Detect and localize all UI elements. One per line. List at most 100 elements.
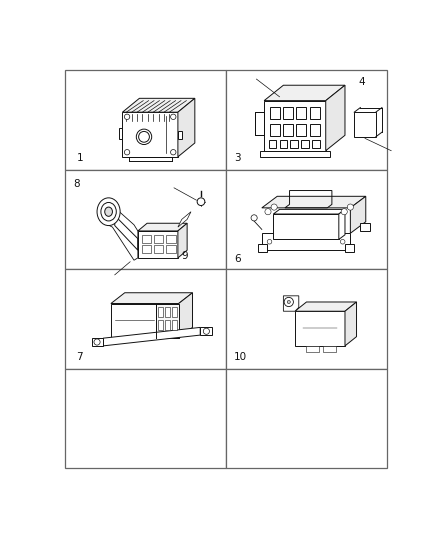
Polygon shape: [178, 223, 187, 258]
Polygon shape: [103, 327, 200, 346]
Text: 1: 1: [76, 152, 83, 163]
Bar: [258, 244, 267, 252]
Bar: [65, 70, 226, 169]
Bar: [142, 245, 151, 253]
Polygon shape: [200, 327, 212, 335]
Bar: [165, 320, 170, 330]
Polygon shape: [155, 303, 179, 338]
Circle shape: [94, 339, 100, 345]
Bar: [323, 346, 336, 352]
Bar: [158, 320, 163, 330]
Ellipse shape: [105, 207, 113, 216]
Text: 7: 7: [76, 352, 83, 362]
Polygon shape: [345, 302, 357, 346]
Polygon shape: [262, 233, 350, 250]
Text: 6: 6: [234, 254, 241, 264]
Bar: [178, 132, 182, 139]
Polygon shape: [273, 209, 345, 214]
Bar: [354, 112, 376, 137]
Bar: [226, 169, 387, 269]
Bar: [270, 124, 280, 136]
Polygon shape: [138, 231, 178, 258]
Circle shape: [271, 204, 277, 210]
Polygon shape: [178, 98, 195, 157]
Polygon shape: [264, 85, 345, 101]
Circle shape: [265, 208, 271, 215]
Bar: [154, 245, 163, 253]
Polygon shape: [123, 98, 195, 112]
Bar: [283, 107, 293, 119]
Polygon shape: [178, 212, 191, 227]
Polygon shape: [138, 223, 187, 231]
Bar: [165, 308, 170, 317]
Bar: [142, 235, 151, 243]
Bar: [226, 70, 387, 169]
Bar: [172, 308, 177, 317]
Bar: [297, 107, 307, 119]
Bar: [283, 124, 293, 136]
Polygon shape: [260, 151, 329, 157]
Circle shape: [347, 204, 353, 210]
Circle shape: [287, 301, 290, 303]
Polygon shape: [295, 302, 357, 311]
Bar: [166, 245, 176, 253]
Polygon shape: [115, 215, 138, 250]
Bar: [310, 107, 320, 119]
Bar: [158, 308, 163, 317]
Bar: [269, 140, 276, 148]
Polygon shape: [179, 293, 193, 338]
Bar: [65, 169, 226, 269]
Bar: [297, 124, 307, 136]
Circle shape: [267, 239, 272, 244]
Polygon shape: [92, 338, 103, 346]
Circle shape: [124, 114, 130, 119]
Ellipse shape: [97, 198, 120, 225]
Bar: [301, 140, 309, 148]
Bar: [255, 112, 264, 135]
Polygon shape: [111, 293, 193, 303]
Bar: [172, 320, 177, 330]
Bar: [119, 127, 123, 139]
Text: 10: 10: [234, 352, 247, 362]
Circle shape: [170, 114, 176, 119]
Polygon shape: [283, 296, 299, 311]
Circle shape: [124, 150, 130, 155]
Circle shape: [170, 150, 176, 155]
Bar: [307, 346, 319, 352]
Bar: [65, 269, 226, 369]
Bar: [310, 124, 320, 136]
Polygon shape: [339, 209, 345, 239]
Circle shape: [284, 297, 293, 306]
Bar: [345, 244, 354, 252]
Polygon shape: [255, 112, 264, 135]
Text: 9: 9: [181, 251, 187, 261]
Polygon shape: [273, 214, 339, 239]
Bar: [154, 235, 163, 243]
Polygon shape: [264, 101, 326, 151]
Text: 8: 8: [73, 179, 80, 189]
Bar: [290, 140, 298, 148]
Polygon shape: [111, 303, 179, 338]
Polygon shape: [295, 311, 345, 346]
Circle shape: [340, 239, 345, 244]
Ellipse shape: [101, 203, 117, 221]
Bar: [312, 140, 320, 148]
Bar: [270, 107, 280, 119]
Text: 4: 4: [358, 77, 364, 87]
Bar: [279, 140, 287, 148]
Circle shape: [251, 215, 257, 221]
Bar: [65, 369, 226, 468]
Circle shape: [341, 208, 347, 215]
Polygon shape: [262, 196, 366, 208]
Bar: [226, 369, 387, 468]
Polygon shape: [326, 85, 345, 151]
Circle shape: [197, 198, 205, 206]
Text: 3: 3: [234, 152, 241, 163]
Polygon shape: [123, 112, 178, 157]
Bar: [226, 269, 387, 369]
Bar: [360, 223, 370, 231]
Circle shape: [203, 328, 209, 334]
Polygon shape: [350, 196, 366, 233]
Circle shape: [136, 129, 152, 144]
Bar: [166, 235, 176, 243]
